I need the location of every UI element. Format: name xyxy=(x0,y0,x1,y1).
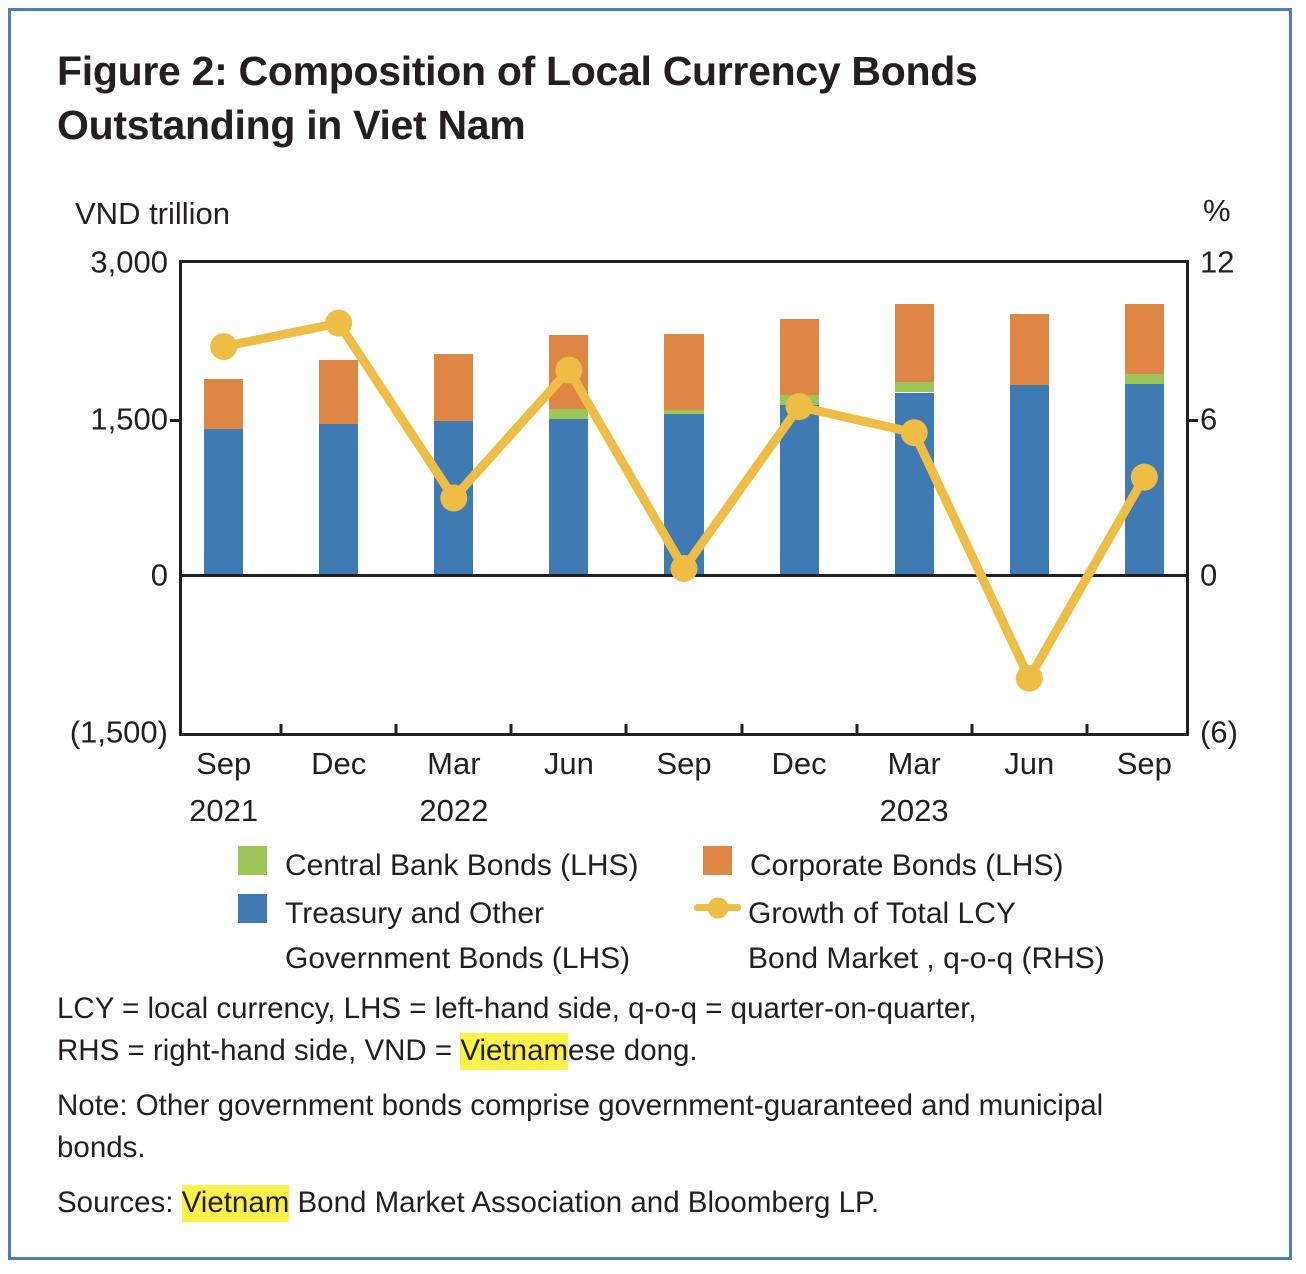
right-axis-tick-label: 6 xyxy=(1200,400,1218,436)
x-axis-month-label: Jun xyxy=(1004,746,1055,781)
legend-item-corporate-bonds: Corporate Bonds (LHS) xyxy=(703,843,1063,888)
footnote-abbreviations: LCY = local currency, LHS = left-hand si… xyxy=(57,988,1267,1072)
footnote-line: Bond Market Association and Bloomberg LP… xyxy=(289,1186,880,1219)
corporate-bar-segment xyxy=(894,303,934,382)
zero-baseline xyxy=(182,574,1186,578)
legend-label: Central Bank Bonds (LHS) xyxy=(285,849,639,882)
x-axis-year-label: 2021 xyxy=(189,793,259,828)
central_bank-bar-segment xyxy=(779,394,819,405)
x-axis-year-label: 2023 xyxy=(879,793,949,828)
x-axis-year-label: 2022 xyxy=(419,793,489,828)
x-axis-labels: Sep 2021 Dec Mar 2022 Jun Sep Dec Mar 2023 Jun Sep xyxy=(182,746,1186,846)
x-axis-tick xyxy=(1085,724,1089,733)
x-axis-tick xyxy=(855,724,859,733)
legend-label: Treasury and Other xyxy=(285,897,544,930)
x-axis-tick xyxy=(740,724,744,733)
corporate-bar-segment xyxy=(434,353,474,421)
central_bank-bar-segment xyxy=(894,381,934,393)
x-axis-month-label: Sep xyxy=(1116,746,1172,781)
corporate-bar-segment xyxy=(1009,313,1049,385)
legend-item-central-bank-bonds: Central Bank Bonds (LHS) xyxy=(238,843,639,888)
corporate-bar-segment xyxy=(779,318,819,395)
treasury-bar-segment xyxy=(894,392,934,577)
footnote-line: RHS = right-hand side, VND = xyxy=(57,1033,461,1067)
treasury-bar-segment xyxy=(319,424,359,577)
central_bank-bar-segment xyxy=(1124,373,1164,384)
corporate-bar-segment xyxy=(204,379,244,429)
legend-label: Corporate Bonds (LHS) xyxy=(750,849,1064,882)
treasury-bar-segment xyxy=(549,418,589,577)
legend-label: Bond Market , q-o-q (RHS) xyxy=(748,942,1105,975)
right-axis-unit-label: % xyxy=(1203,193,1231,228)
x-axis-month-label: Jun xyxy=(543,746,594,781)
x-axis-month-label: Dec xyxy=(771,746,827,781)
x-axis-tick xyxy=(624,724,628,733)
corporate-bar-segment xyxy=(549,335,589,409)
legend-label: Growth of Total LCY xyxy=(748,897,1016,930)
treasury-bar-segment xyxy=(204,428,244,577)
x-axis-month-label: Mar xyxy=(887,746,941,781)
corporate-bonds-swatch xyxy=(703,846,732,875)
right-axis-tick-label: (6) xyxy=(1200,714,1238,750)
right-axis-mid-tick xyxy=(1188,418,1198,422)
footnote-line: Sources: xyxy=(57,1186,182,1219)
highlighted-text: Vietnam xyxy=(460,1032,569,1070)
footnote-sources: Sources: Vietnam Bond Market Association… xyxy=(57,1182,1267,1224)
x-axis-tick xyxy=(279,724,283,733)
footnote-line: ese dong. xyxy=(568,1033,698,1067)
right-axis-tick-label: 0 xyxy=(1200,557,1218,593)
treasury-bar-segment xyxy=(664,414,704,577)
treasury-bonds-swatch xyxy=(238,894,267,923)
treasury-bar-segment xyxy=(1009,384,1049,577)
left-axis-tick-label: 0 xyxy=(150,557,168,593)
right-axis-tick-label: 12 xyxy=(1200,244,1235,280)
legend-item-treasury-bonds: Treasury and Other Government Bonds (LHS… xyxy=(238,891,630,981)
left-axis-tick-label: (1,500) xyxy=(69,714,168,750)
treasury-bar-segment xyxy=(434,420,474,577)
figure-border xyxy=(8,8,1292,1260)
footnote-note: Note: Other government bonds comprise go… xyxy=(57,1085,1267,1169)
left-axis-tick-label: 3,000 xyxy=(90,244,168,280)
x-axis-month-label: Mar xyxy=(427,746,481,781)
figure-title: Figure 2: Composition of Local Currency … xyxy=(57,48,978,149)
central_bank-bar-segment xyxy=(664,410,704,415)
x-axis-month-label: Sep xyxy=(196,746,252,781)
left-axis-tick-labels: 3,000 1,500 0 (1,500) xyxy=(0,244,168,749)
x-axis-month-label: Dec xyxy=(311,746,367,781)
legend-label: Government Bonds (LHS) xyxy=(285,942,631,975)
corporate-bar-segment xyxy=(319,360,359,425)
corporate-bar-segment xyxy=(664,333,704,411)
right-axis-tick-labels: 12 6 0 (6) xyxy=(1200,244,1304,749)
bars-layer xyxy=(182,263,1186,733)
treasury-bar-segment xyxy=(779,404,819,577)
growth-line-marker-icon xyxy=(694,897,741,918)
treasury-bar-segment xyxy=(1124,383,1164,577)
central_bank-bar-segment xyxy=(549,408,589,419)
corporate-bar-segment xyxy=(1124,303,1164,374)
central-bank-bonds-swatch xyxy=(238,846,267,875)
footnote-line: LCY = local currency, LHS = left-hand si… xyxy=(57,992,977,1025)
legend-item-growth-line: Growth of Total LCY Bond Market , q-o-q … xyxy=(694,891,1105,981)
x-axis-month-label: Sep xyxy=(656,746,712,781)
x-axis-tick xyxy=(509,724,513,733)
chart-plot-area xyxy=(170,260,1198,736)
x-axis-tick xyxy=(394,724,398,733)
highlighted-text: Vietnam xyxy=(181,1185,290,1222)
left-axis-unit-label: VND trillion xyxy=(75,196,231,231)
left-axis-tick-label: 1,500 xyxy=(90,400,168,436)
footnote-line: bonds. xyxy=(57,1130,146,1164)
left-axis-mid-tick xyxy=(170,418,180,422)
x-axis-tick xyxy=(970,724,974,733)
footnote-line: Note: Other government bonds comprise go… xyxy=(57,1089,1104,1122)
